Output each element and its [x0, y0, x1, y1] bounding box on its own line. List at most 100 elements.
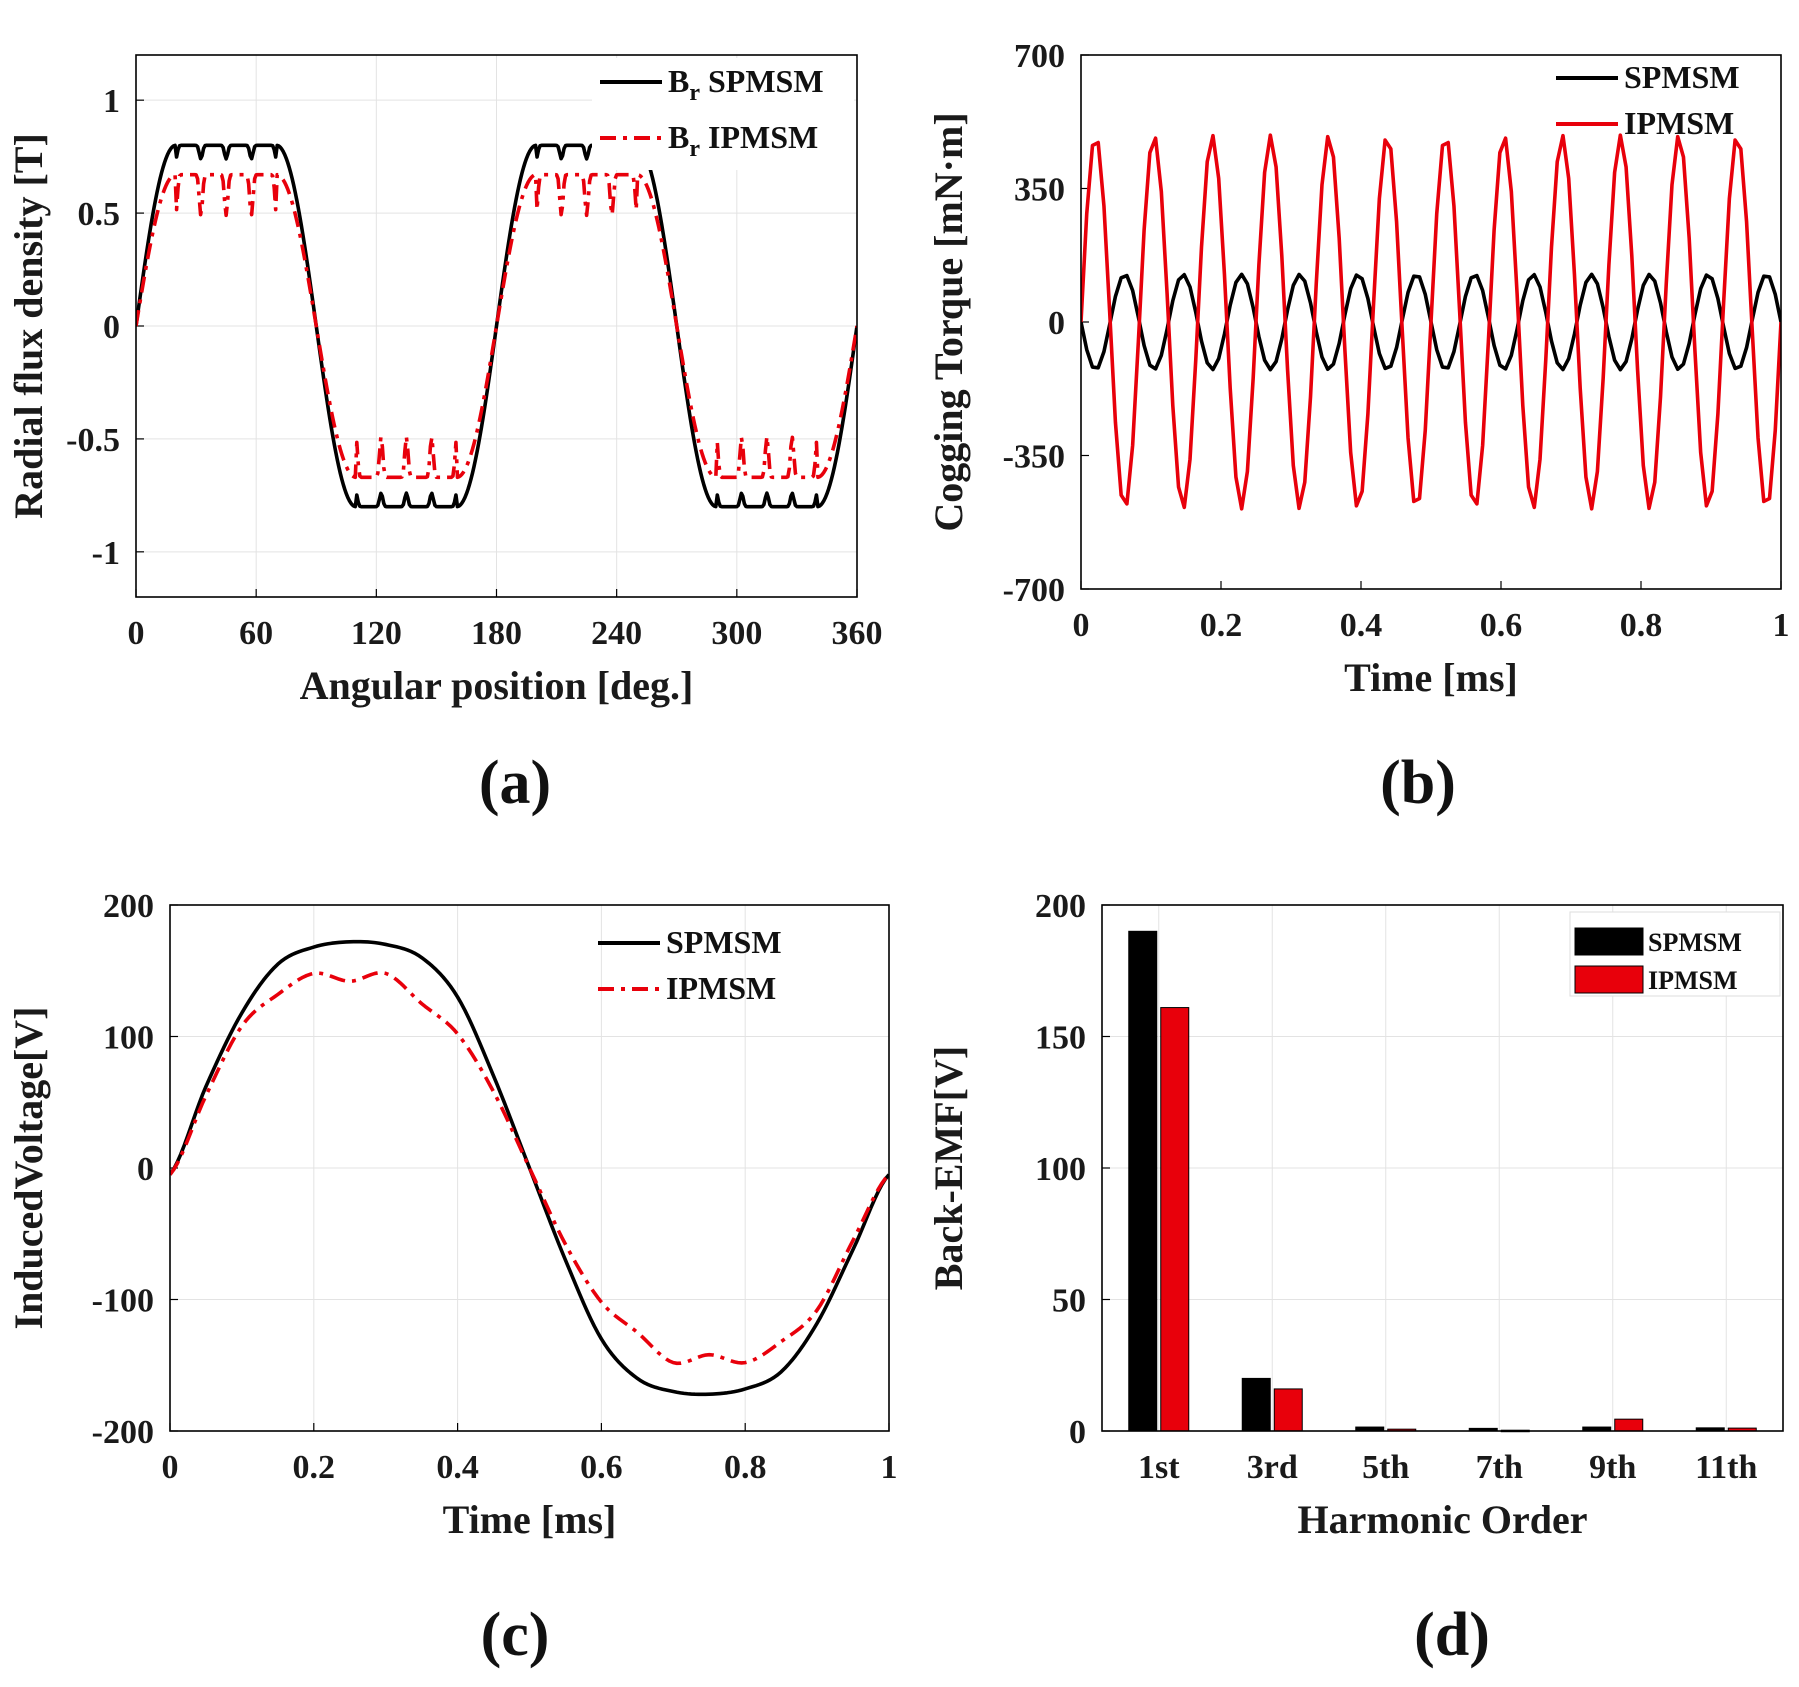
panel-label: (b)	[1380, 749, 1456, 817]
legend-main: B	[668, 63, 689, 99]
y-tick-label: -700	[1003, 572, 1065, 609]
x-tick-label: 360	[832, 615, 883, 652]
x-tick-label: 240	[591, 615, 642, 652]
panel-label: (d)	[1414, 1601, 1490, 1669]
y-tick-label: 150	[1035, 1020, 1086, 1057]
x-tick-label: 0.2	[1200, 607, 1243, 644]
series-line-br-spmsm	[136, 143, 857, 509]
series-line-br-ipmsm	[136, 172, 857, 480]
legend: SPMSM IPMSM	[1569, 911, 1781, 997]
bar-ipmsm-1st	[1160, 1007, 1190, 1432]
x-tick-label: 120	[351, 615, 402, 652]
bar-ipmsm-3rd	[1273, 1388, 1303, 1432]
y-axis-label: Radial flux density [T]	[6, 133, 51, 519]
y-tick-label: 0	[103, 309, 120, 346]
x-tick-label: 0.6	[1480, 607, 1523, 644]
x-tick-label: 1	[881, 1449, 898, 1486]
x-axis-label: Time [ms]	[443, 1497, 617, 1542]
series-line-ipmsm	[1081, 133, 1781, 511]
chart-panel-b: 0 0.2 0.4 0.6 0.8 1 -700 -350 0 350 700 Time [ms] Co…	[926, 38, 1790, 817]
x-tick-label: 0.2	[293, 1449, 336, 1486]
plot-area	[170, 939, 889, 1397]
chart-panel-a: 0 60 120 180 240 300 360 -1 -0.5 0 0.5 1 Angular pos…	[6, 54, 883, 817]
plot-area	[136, 143, 857, 509]
plot-frame	[135, 54, 858, 598]
bar-spmsm-3rd	[1241, 1377, 1271, 1432]
x-tick-label: 0.6	[580, 1449, 623, 1486]
legend: SPMSM IPMSM	[1556, 59, 1740, 141]
panel-label: (c)	[481, 1601, 550, 1669]
legend-label: SPMSM	[1624, 59, 1740, 95]
legend-swatch	[1574, 927, 1644, 956]
legend-label: IPMSM	[1624, 105, 1734, 141]
x-tick-label: 180	[471, 615, 522, 652]
series-line-ipmsm	[170, 970, 889, 1366]
x-tick-label: 60	[239, 615, 273, 652]
x-axis-label: Harmonic Order	[1298, 1497, 1588, 1542]
legend-label: IPMSM	[666, 970, 776, 1006]
legend-label: SPMSM	[666, 924, 782, 960]
y-axis-label: Cogging Torque [mN·m]	[926, 112, 971, 531]
x-tick-label: 0.4	[436, 1449, 479, 1486]
chart-panel-c: 0 0.2 0.4 0.6 0.8 1 -200 -100 0 100 200 Time [ms] In…	[6, 888, 898, 1669]
y-tick-label: -200	[92, 1414, 154, 1451]
series-line-spmsm	[170, 939, 889, 1397]
category-label: 7th	[1476, 1449, 1523, 1486]
category-label: 1st	[1138, 1449, 1180, 1486]
chart-panel-d: 0 50 100 150 200 Harmonic Order Back-EMF[V] (d)…	[926, 888, 1784, 1669]
y-tick-label: 0	[1048, 305, 1065, 342]
legend-subscript: r	[689, 136, 700, 162]
y-tick-label: 100	[103, 1020, 154, 1057]
legend-box	[592, 58, 854, 170]
category-label: 9th	[1589, 1449, 1636, 1486]
y-tick-label: 50	[1052, 1283, 1086, 1320]
x-tick-label: 300	[711, 615, 762, 652]
x-axis-label: Angular position [deg.]	[300, 663, 694, 708]
legend-label: IPMSM	[1648, 966, 1738, 995]
x-axis-label: Time [ms]	[1344, 655, 1518, 700]
plot-frame	[1101, 904, 1784, 1432]
plot-area	[1081, 133, 1781, 511]
x-tick-label: 0.8	[724, 1449, 767, 1486]
legend-label: Br IPMSM	[668, 119, 818, 162]
x-tick-label: 1	[1773, 607, 1790, 644]
legend-swatch	[1574, 965, 1644, 994]
x-tick-label: 0.8	[1620, 607, 1663, 644]
legend-rest: SPMSM	[700, 63, 824, 99]
x-tick-label: 0	[162, 1449, 179, 1486]
y-tick-label: -350	[1003, 439, 1065, 476]
x-tick-label: 0.4	[1340, 607, 1383, 644]
panel-label: (a)	[479, 749, 551, 817]
y-axis-label: Back-EMF[V]	[926, 1046, 971, 1290]
y-tick-label: 200	[103, 888, 154, 925]
plot-frame	[1080, 54, 1782, 590]
legend-rest: IPMSM	[700, 119, 818, 155]
y-tick-label: -100	[92, 1283, 154, 1320]
plot-frame	[169, 904, 890, 1432]
y-tick-label: 0.5	[78, 196, 121, 233]
legend: SPMSM IPMSM	[598, 924, 782, 1006]
category-label: 5th	[1362, 1449, 1409, 1486]
legend-label: SPMSM	[1648, 928, 1742, 957]
bar-spmsm-1st	[1128, 930, 1158, 1432]
legend-subscript: r	[689, 80, 700, 106]
y-tick-label: 0	[1069, 1414, 1086, 1451]
y-tick-label: 100	[1035, 1151, 1086, 1188]
x-tick-label: 0	[128, 615, 145, 652]
bar-ipmsm-9th	[1614, 1418, 1644, 1432]
y-axis-label: InducedVoltage[V]	[6, 1007, 51, 1330]
y-tick-label: 350	[1014, 172, 1065, 209]
y-tick-label: 0	[137, 1151, 154, 1188]
legend-label: Br SPMSM	[668, 63, 824, 106]
y-tick-label: -1	[92, 535, 120, 572]
legend-main: B	[668, 119, 689, 155]
y-tick-label: 700	[1014, 38, 1065, 75]
y-tick-label: 200	[1035, 888, 1086, 925]
category-label: 3rd	[1247, 1449, 1298, 1486]
x-tick-label: 0	[1073, 607, 1090, 644]
category-label: 11th	[1695, 1449, 1757, 1486]
y-tick-label: -0.5	[66, 422, 120, 459]
y-tick-label: 1	[103, 83, 120, 120]
